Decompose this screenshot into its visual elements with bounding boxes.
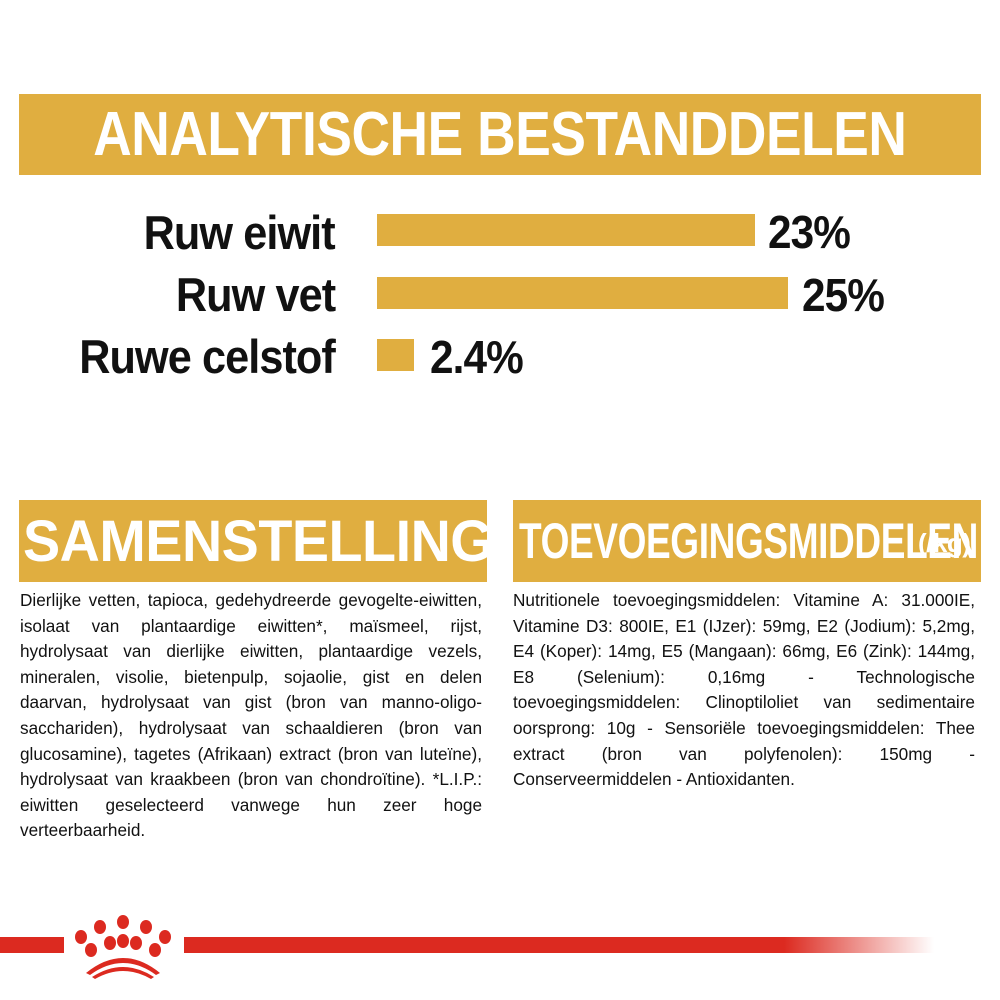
analytical-components-header: ANALYTISCHE BESTANDDELEN	[19, 94, 981, 175]
row-label-fat: Ruw vet	[175, 268, 336, 321]
value-protein: 23%	[768, 206, 851, 258]
additives-unit: (/kg)	[918, 528, 971, 558]
composition-header: SAMENSTELLING	[19, 500, 494, 582]
value-fat: 25%	[802, 269, 885, 321]
footer-red-line-left	[0, 937, 64, 953]
row-label-fibre: Ruwe celstof	[79, 330, 336, 383]
row-label-protein: Ruw eiwit	[143, 206, 336, 259]
header-title: ANALYTISCHE BESTANDDELEN	[93, 100, 907, 169]
composition-title: SAMENSTELLING	[23, 508, 494, 574]
composition-text: Dierlijke vetten, tapioca, gedehydreerde…	[20, 590, 482, 841]
value-fibre: 2.4%	[430, 331, 524, 383]
additives-header: TOEVOEGINGSMIDDELEN (/kg)	[513, 500, 981, 582]
bar-protein	[377, 214, 755, 246]
royal-canin-crown-icon	[75, 915, 171, 979]
bar-fibre	[377, 339, 414, 371]
footer-red-line-right	[184, 937, 934, 953]
bar-fat	[377, 277, 788, 309]
additives-title: TOEVOEGINGSMIDDELEN	[519, 513, 978, 569]
additives-text: Nutritionele toevoegingsmiddelen: Vitami…	[513, 590, 975, 790]
